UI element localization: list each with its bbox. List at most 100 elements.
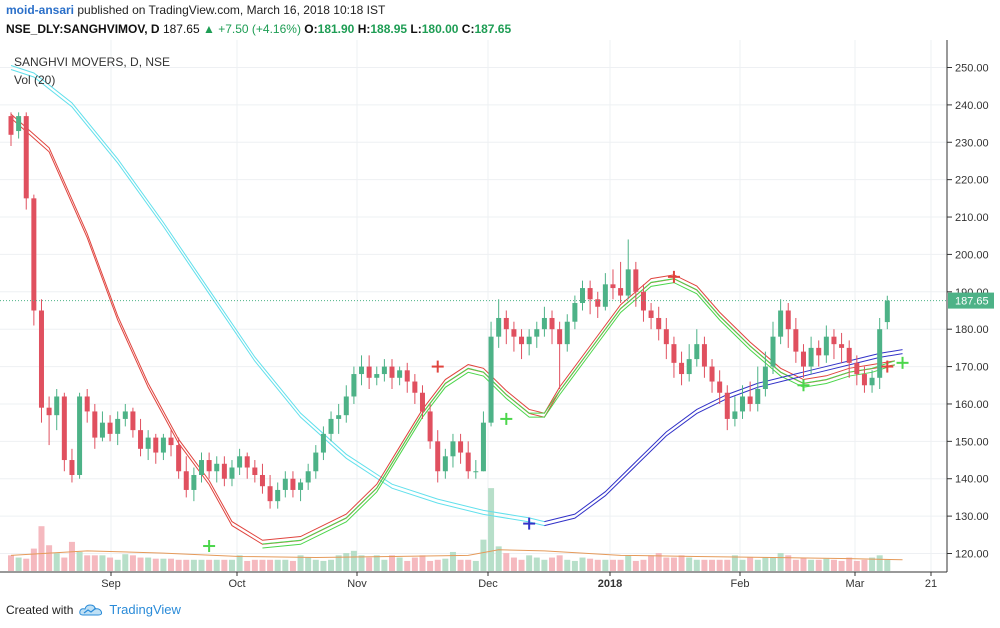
candle-body	[503, 317, 509, 330]
volume-bar	[152, 558, 159, 571]
candle-body	[23, 116, 29, 199]
volume-bar	[91, 555, 98, 571]
candle-body	[564, 321, 570, 345]
author-name[interactable]: moid-ansari	[6, 3, 75, 17]
time-tick-label: Mar	[846, 578, 865, 590]
candle-body	[618, 288, 624, 296]
volume-bar	[747, 557, 754, 571]
price-tick-label: 160.00	[955, 399, 989, 411]
candle-body	[557, 329, 563, 345]
volume-bar	[389, 555, 395, 571]
volume-bar	[549, 557, 556, 571]
volume-bar	[396, 557, 403, 571]
volume-bar	[579, 557, 586, 571]
price-chart[interactable]: 250.00240.00230.00220.00210.00200.00190.…	[0, 40, 1000, 598]
candle-body	[488, 336, 494, 423]
candle-body	[869, 377, 875, 386]
volume-bar	[358, 555, 365, 571]
volume-bar	[427, 560, 434, 571]
volume-bar	[884, 559, 891, 571]
price-tick-label: 130.00	[955, 511, 989, 523]
time-axis[interactable]: Sep Oct Nov Dec 2018 Feb Mar 21	[101, 572, 937, 590]
volume-bar	[107, 557, 114, 571]
cross-markers	[203, 270, 909, 553]
volume-bar	[541, 559, 548, 571]
last-price-label: 187.65	[0, 292, 994, 309]
volume-bar	[434, 559, 441, 571]
volume-bar	[709, 559, 716, 571]
symbol-name: NSE_DLY:SANGHVIMOV, D	[6, 22, 160, 36]
volume-bar	[731, 555, 738, 571]
volume-bar	[739, 559, 746, 571]
candle-body	[107, 422, 113, 434]
candle-body	[709, 366, 715, 382]
volume-bar	[869, 557, 876, 571]
volume-bar	[23, 558, 30, 571]
candle-body	[793, 329, 799, 352]
volume-bar	[526, 555, 533, 571]
price-tick-label: 170.00	[955, 362, 989, 374]
price-axis[interactable]: 250.00240.00230.00220.00210.00200.00190.…	[947, 63, 989, 561]
volume-bar	[160, 558, 167, 571]
volume-bar	[221, 559, 228, 571]
candle-body	[381, 366, 387, 375]
volume-bar	[800, 557, 807, 571]
candle-body	[8, 116, 14, 135]
candle-body	[237, 456, 243, 468]
candle-body	[839, 344, 845, 348]
volume-bar	[663, 557, 670, 571]
volume-bar	[861, 559, 868, 571]
candle-body	[366, 366, 372, 378]
candle-body	[206, 460, 212, 472]
volume-bar	[449, 551, 456, 571]
candle-body	[336, 415, 342, 419]
volume-bar	[350, 550, 357, 571]
volume-bar	[876, 555, 883, 571]
candle-body	[229, 467, 235, 479]
volume-bar	[556, 555, 563, 571]
candle-body	[153, 437, 159, 453]
price-tick-label: 150.00	[955, 436, 989, 448]
candle-body	[846, 347, 852, 363]
candle-body	[38, 310, 44, 408]
volume-bar	[213, 559, 220, 571]
volume-bar	[198, 559, 205, 571]
candle-body	[671, 344, 677, 363]
volume-bar	[228, 559, 235, 571]
price-tick-label: 120.00	[955, 549, 989, 561]
volume-bar	[122, 554, 129, 571]
volume-bar	[168, 558, 175, 571]
candle-body	[519, 336, 525, 345]
price-tick-label: 180.00	[955, 324, 989, 336]
volume-bar	[724, 559, 731, 571]
candle-body	[122, 411, 128, 419]
candle-body	[480, 422, 486, 472]
volume-bar	[244, 560, 251, 571]
price-tick-label: 200.00	[955, 249, 989, 261]
candle-body	[404, 370, 410, 382]
candle-body	[694, 344, 700, 360]
plot-area[interactable]	[0, 40, 947, 572]
volume-bar	[678, 555, 685, 571]
legend-title[interactable]: SANGHVI MOVERS, D, NSE	[14, 55, 171, 69]
candle-body	[99, 422, 105, 438]
volume-bar	[305, 557, 312, 571]
candle-body	[717, 381, 723, 393]
chart-legend: SANGHVI MOVERS, D, NSE Vol (20)	[14, 53, 170, 89]
volume-bar	[53, 553, 60, 571]
legend-volume[interactable]: Vol (20)	[14, 73, 56, 87]
time-tick-label: 2018	[598, 578, 622, 590]
candle-body	[770, 336, 776, 367]
candle-body	[313, 452, 319, 472]
volume-bar	[99, 555, 106, 571]
volume-bar	[328, 559, 335, 571]
candle-body	[572, 303, 578, 322]
price-tick-label: 220.00	[955, 175, 989, 187]
candle-body	[259, 474, 265, 487]
volume-bar	[754, 559, 761, 571]
volume-bar	[61, 557, 68, 571]
tradingview-brand[interactable]: TradingView	[109, 602, 181, 617]
candle-body	[290, 478, 296, 490]
volume-bars	[8, 488, 891, 571]
candle-body	[648, 310, 654, 318]
